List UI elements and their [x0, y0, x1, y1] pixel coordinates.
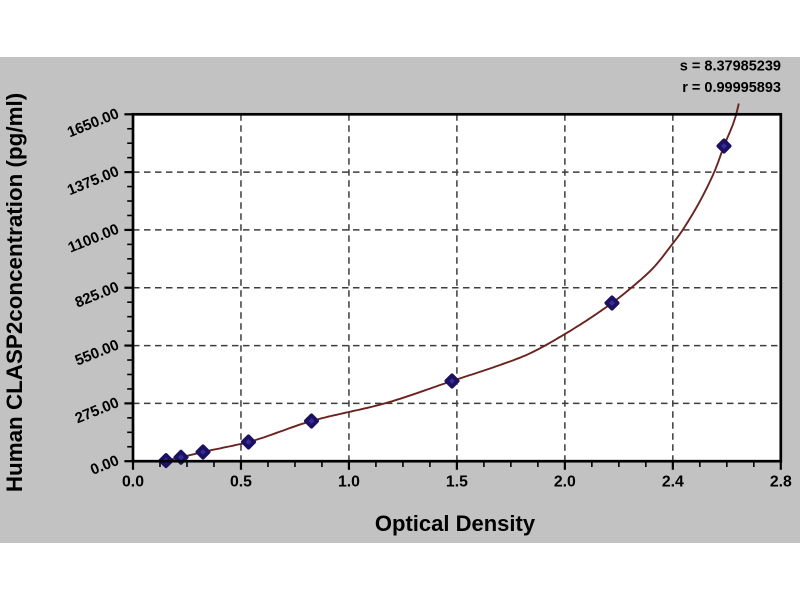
svg-text:1.0: 1.0 — [338, 474, 360, 491]
svg-text:r = 0.99995893: r = 0.99995893 — [682, 80, 781, 96]
svg-text:Human CLASP2concentration (pg/: Human CLASP2concentration (pg/ml) — [2, 93, 27, 492]
svg-text:2.4: 2.4 — [662, 474, 684, 491]
svg-text:0.5: 0.5 — [230, 474, 252, 491]
svg-text:2.0: 2.0 — [554, 474, 576, 491]
svg-text:2.8: 2.8 — [770, 474, 792, 491]
svg-text:0.0: 0.0 — [122, 474, 144, 491]
svg-text:Optical Density: Optical Density — [375, 511, 536, 536]
svg-text:s = 8.37985239: s = 8.37985239 — [680, 58, 781, 74]
svg-text:1.5: 1.5 — [446, 474, 468, 491]
